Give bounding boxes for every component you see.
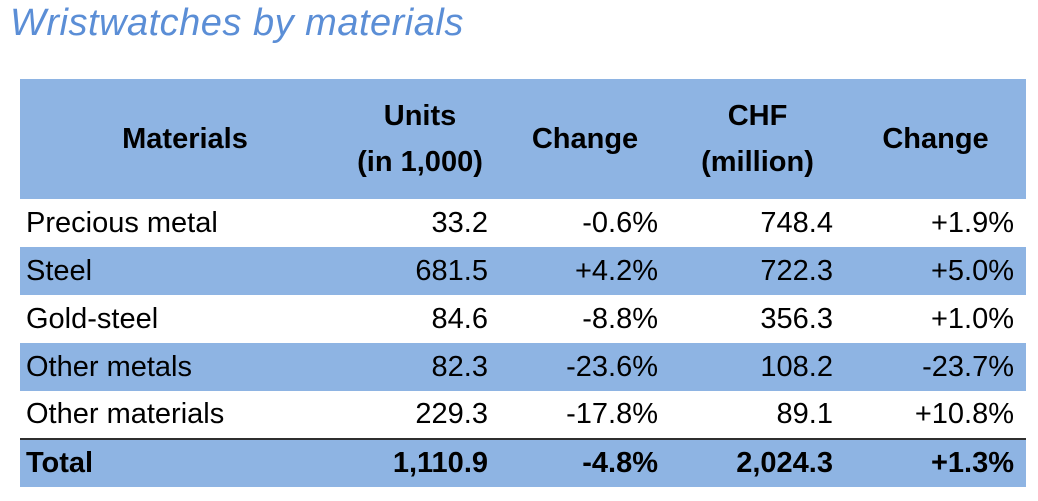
chf-cell: 89.1 (776, 398, 833, 430)
total-chf-cell: 2,024.3 (736, 447, 833, 479)
table-row: Gold-steel 84.6 -8.8% 356.3 +1.0% (20, 295, 1026, 343)
column-header-chf-change: Change (845, 79, 1026, 199)
chf-change-cell: +5.0% (930, 254, 1014, 287)
column-header-line: Materials (122, 123, 248, 155)
column-header-line: Units (383, 100, 457, 132)
table-row: Precious metal 33.2 -0.6% 748.4 +1.9% (20, 199, 1026, 247)
units-change-cell: +4.2% (574, 254, 658, 287)
units-change-cell: -0.6% (582, 206, 658, 239)
units-change-cell: -17.8% (566, 398, 658, 430)
chf-change-cell: +1.0% (930, 302, 1014, 335)
table-row: Steel 681.5 +4.2% 722.3 +5.0% (20, 247, 1026, 295)
units-change-cell: -8.8% (582, 302, 658, 335)
table-row: Other metals 82.3 -23.6% 108.2 -23.7% (20, 343, 1026, 391)
total-row: Total 1,110.9 -4.8% 2,024.3 +1.3% (20, 439, 1026, 487)
material-cell: Other metals (26, 350, 192, 383)
units-change-cell: -23.6% (566, 350, 658, 383)
column-header-subline: (million) (701, 146, 814, 178)
material-cell: Other materials (26, 398, 225, 430)
total-units-change-cell: -4.8% (582, 447, 658, 479)
chf-cell: 356.3 (760, 302, 833, 335)
chf-cell: 748.4 (760, 206, 833, 239)
column-header-units-change: Change (500, 79, 670, 199)
header-row: Materials Units (in 1,000) Change CHF (m… (20, 79, 1026, 199)
column-header-subline: (in 1,000) (357, 146, 483, 178)
column-header-materials: Materials (20, 79, 340, 199)
column-header-units: Units (in 1,000) (340, 79, 500, 199)
table-row: Other materials 229.3 -17.8% 89.1 +10.8% (20, 391, 1026, 439)
chf-change-cell: +10.8% (914, 398, 1014, 430)
chf-change-cell: +1.9% (930, 206, 1014, 239)
column-header-line: Change (531, 123, 639, 155)
chf-cell: 722.3 (760, 254, 833, 287)
units-cell: 229.3 (415, 398, 488, 430)
column-header-chf: CHF (million) (670, 79, 845, 199)
units-cell: 33.2 (431, 206, 488, 239)
material-cell: Steel (26, 254, 93, 287)
units-cell: 82.3 (431, 350, 488, 383)
material-cell: Gold-steel (26, 302, 159, 335)
units-cell: 681.5 (415, 254, 488, 287)
units-cell: 84.6 (431, 302, 488, 335)
chf-cell: 108.2 (760, 350, 833, 383)
table-title: Wristwatches by materials (10, 2, 464, 44)
chf-change-cell: -23.7% (922, 350, 1014, 383)
total-chf-change-cell: +1.3% (930, 447, 1014, 479)
materials-table: Materials Units (in 1,000) Change CHF (m… (20, 79, 1026, 487)
total-label-cell: Total (26, 447, 94, 479)
material-cell: Precious metal (26, 206, 218, 239)
column-header-line: Change (882, 123, 989, 155)
total-units-cell: 1,110.9 (392, 447, 488, 479)
column-header-line: CHF (727, 100, 788, 132)
